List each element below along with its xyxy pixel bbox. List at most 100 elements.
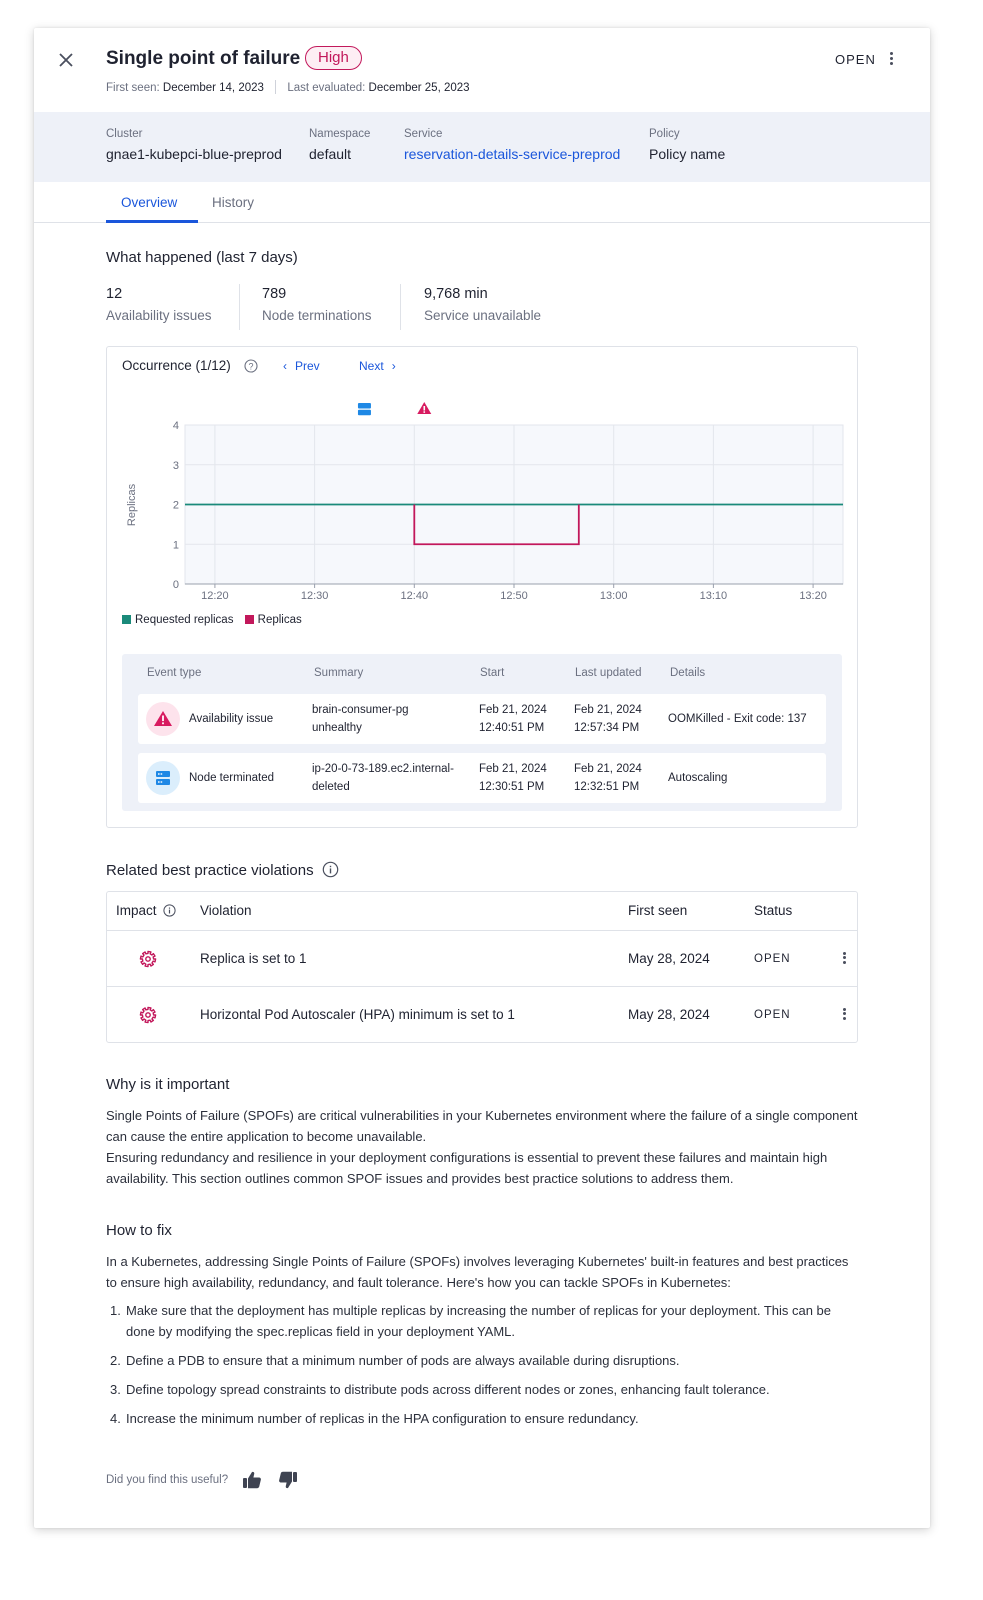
violation-status: OPEN xyxy=(754,953,791,965)
events-table: Event type Summary Start Last updated De… xyxy=(122,654,842,811)
step-text: Make sure that the deployment has multip… xyxy=(126,1303,832,1339)
event-start: Feb 21, 2024 12:30:51 PM xyxy=(479,760,547,796)
tab-history[interactable]: History xyxy=(212,195,255,210)
series-line-replicas xyxy=(413,504,580,546)
gear-center xyxy=(145,1012,151,1018)
event-details: OOMKilled - Exit code: 137 xyxy=(668,713,807,725)
more-menu-button[interactable] xyxy=(884,50,898,70)
cluster-info: Cluster gnae1-kubepci-blue-preprod xyxy=(106,128,282,162)
occurrence-card: Occurrence (1/12) ? ‹ Prev Next › 0 1 2 3 4 12:… xyxy=(106,346,858,828)
service-link[interactable]: reservation-details-service-preprod xyxy=(404,146,621,162)
violation-name[interactable]: Replica is set to 1 xyxy=(200,951,307,966)
next-button[interactable]: Next › xyxy=(359,359,396,373)
how-intro: In a Kubernetes, addressing Single Point… xyxy=(106,1254,849,1290)
x-tick-label: 13:00 xyxy=(600,590,628,602)
stat-node-terminations: 789 Node terminations xyxy=(262,286,372,323)
x-tick-label: 13:20 xyxy=(799,590,827,602)
col-header-summary: Summary xyxy=(314,667,364,679)
legend-label: Replicas xyxy=(257,614,302,626)
row-menu-button[interactable] xyxy=(839,950,849,968)
legend-item-replicas: Replicas xyxy=(244,614,302,626)
stat-service-unavailable: 9,768 min Service unavailable xyxy=(424,286,541,323)
meta-divider xyxy=(275,80,277,94)
gear-outline xyxy=(139,1006,157,1024)
chevron-left-icon: ‹ xyxy=(283,359,287,373)
close-icon[interactable] xyxy=(54,48,78,72)
event-last-updated: Feb 21, 2024 12:32:51 PM xyxy=(574,760,642,796)
y-tick-label: 0 xyxy=(173,579,179,591)
table-row[interactable]: Availability issue brain-consumer-pg unh… xyxy=(138,694,826,744)
prev-label: Prev xyxy=(295,359,320,373)
server-icon xyxy=(146,761,180,795)
impact-label: Impact xyxy=(116,903,157,918)
event-details: Autoscaling xyxy=(668,772,728,784)
occurrence-title: Occurrence (1/12) xyxy=(122,358,231,373)
gear-icon xyxy=(139,1006,157,1024)
next-label: Next xyxy=(359,359,384,373)
event-summary: brain-consumer-pg unhealthy xyxy=(312,701,409,737)
help-icon[interactable]: ? xyxy=(244,359,258,373)
why-paragraph-1: Single Points of Failure (SPOFs) are cri… xyxy=(106,1108,858,1144)
page-title: Single point of failure xyxy=(106,48,301,69)
gear-center xyxy=(145,956,151,962)
feedback-question: Did you find this useful? xyxy=(106,1474,229,1486)
namespace-info: Namespace default xyxy=(309,128,370,162)
prev-button[interactable]: ‹ Prev xyxy=(283,359,320,373)
table-row[interactable]: Node terminated ip-20-0-73-189.ec2.inter… xyxy=(138,753,826,803)
y-tick-label: 2 xyxy=(173,500,179,512)
event-last-updated: Feb 21, 2024 12:57:34 PM xyxy=(574,701,642,737)
updated-date: Feb 21, 2024 xyxy=(574,763,642,775)
resource-info-band: Cluster gnae1-kubepci-blue-preprod Names… xyxy=(34,112,930,182)
col-header-violation: Violation xyxy=(200,903,252,918)
start-time: 12:30:51 PM xyxy=(479,781,545,793)
info-icon[interactable] xyxy=(163,904,176,917)
step-number: 1. xyxy=(110,1303,121,1318)
info-icon[interactable] xyxy=(322,861,339,878)
how-heading: How to fix xyxy=(106,1222,172,1239)
stat-label: Node terminations xyxy=(262,308,372,323)
summary-line: unhealthy xyxy=(312,722,362,734)
tab-bar: Overview History xyxy=(34,182,930,223)
violation-first-seen: May 28, 2024 xyxy=(628,951,710,966)
stat-label: Availability issues xyxy=(106,308,212,323)
tab-overview[interactable]: Overview xyxy=(121,195,178,210)
cluster-label: Cluster xyxy=(106,128,143,140)
event-type: Availability issue xyxy=(189,713,274,725)
last-evaluated-value: December 25, 2023 xyxy=(368,82,470,94)
step-text: Define topology spread constraints to di… xyxy=(126,1382,770,1397)
start-date: Feb 21, 2024 xyxy=(479,763,547,775)
violation-name[interactable]: Horizontal Pod Autoscaler (HPA) minimum … xyxy=(200,1007,515,1022)
detail-panel: Single point of failure High First seen:… xyxy=(34,28,930,1528)
start-time: 12:40:51 PM xyxy=(479,722,545,734)
y-tick-label: 3 xyxy=(173,460,179,472)
cluster-value: gnae1-kubepci-blue-preprod xyxy=(106,146,282,162)
thumbs-up-icon[interactable] xyxy=(241,1469,263,1491)
service-label: Service xyxy=(404,128,443,140)
first-seen-label: First seen: xyxy=(106,82,160,94)
start-date: Feb 21, 2024 xyxy=(479,704,547,716)
y-tick-label: 4 xyxy=(173,420,179,432)
col-header-event-type: Event type xyxy=(147,667,202,679)
col-header-start: Start xyxy=(480,667,505,679)
event-start: Feb 21, 2024 12:40:51 PM xyxy=(479,701,547,737)
violations-table: Impact Violation First seen Status Repli… xyxy=(106,891,858,1043)
event-summary: ip-20-0-73-189.ec2.internal- deleted xyxy=(312,760,454,796)
last-evaluated-label: Last evaluated: xyxy=(287,82,366,94)
thumbs-down-icon[interactable] xyxy=(277,1469,299,1491)
stat-value: 789 xyxy=(262,286,287,302)
header-divider xyxy=(107,930,857,931)
updated-time: 12:57:34 PM xyxy=(574,722,640,734)
step-text: Define a PDB to ensure that a minimum nu… xyxy=(126,1353,680,1368)
header-meta: First seen: December 14, 2023 Last evalu… xyxy=(106,80,470,94)
chevron-right-icon: › xyxy=(391,359,396,373)
why-paragraph-2: Ensuring redundancy and resilience in yo… xyxy=(106,1150,828,1186)
svg-text:?: ? xyxy=(248,361,253,371)
col-header-last-updated: Last updated xyxy=(575,667,642,679)
warning-icon xyxy=(146,702,180,736)
step-number: 2. xyxy=(110,1353,121,1368)
col-header-first-seen: First seen xyxy=(628,903,688,918)
replicas-chart: 0 1 2 3 4 12:20 12:30 12:40 12:50 13:00 13:10 13:20… xyxy=(126,402,844,602)
status-text: OPEN xyxy=(835,52,876,67)
row-menu-button[interactable] xyxy=(839,1006,849,1024)
policy-label: Policy xyxy=(649,128,680,140)
